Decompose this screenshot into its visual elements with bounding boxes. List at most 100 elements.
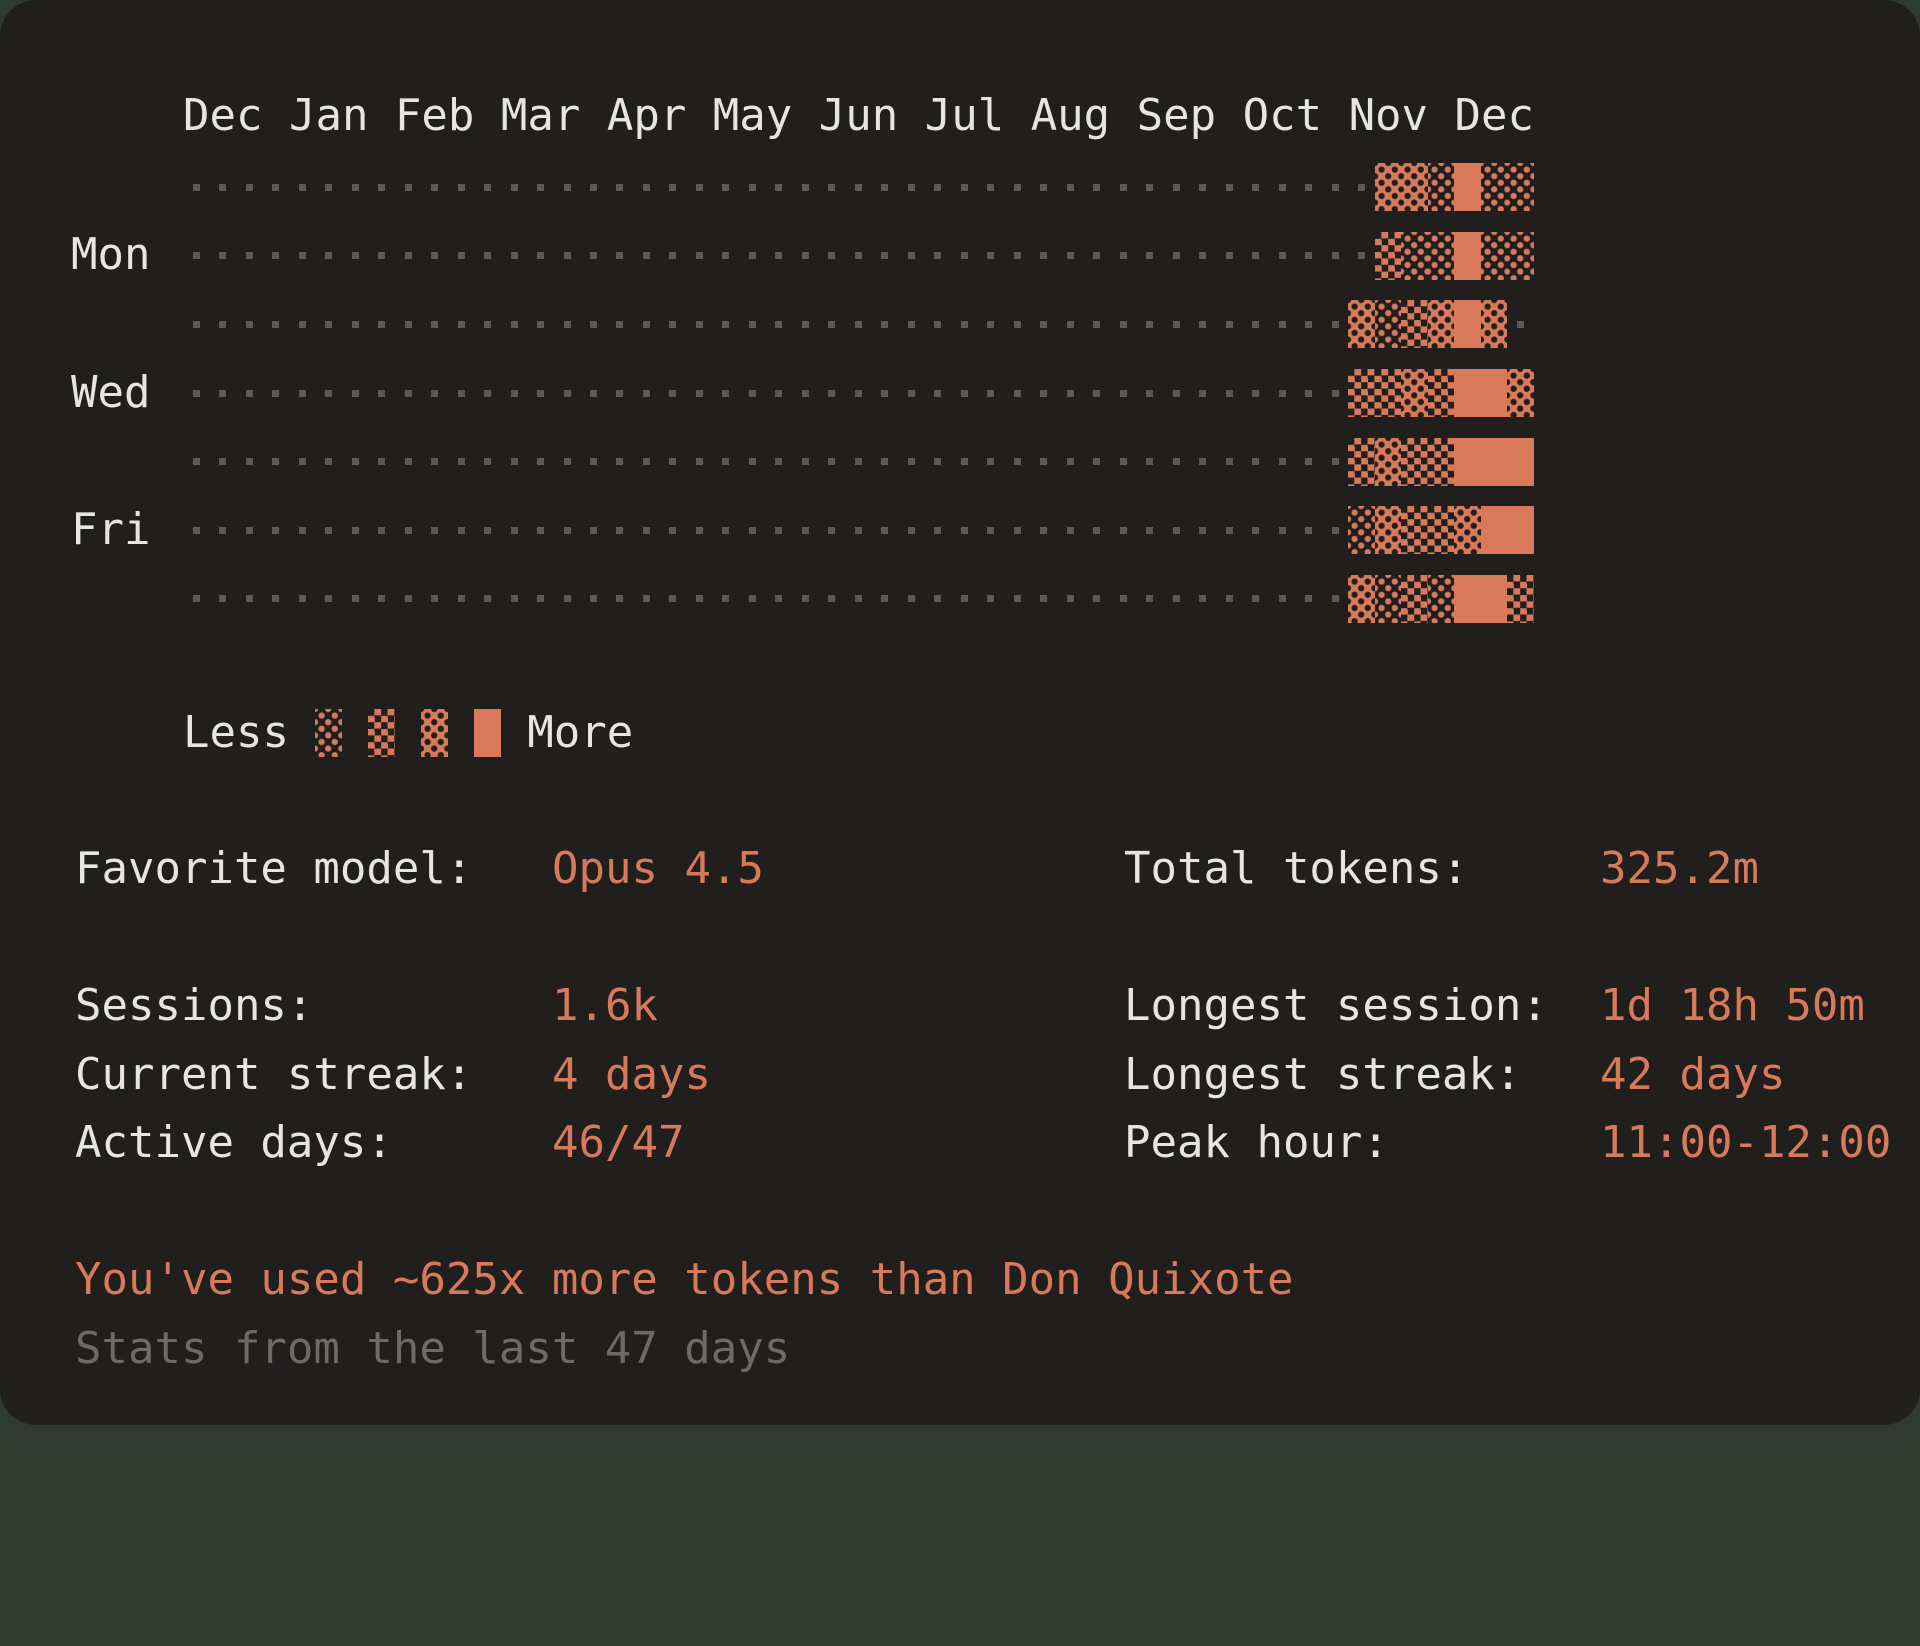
empty-day-dot bbox=[1119, 389, 1127, 397]
heatmap-cell-empty bbox=[1295, 565, 1321, 634]
legend-swatch-level-2 bbox=[368, 709, 395, 758]
heatmap-cell-empty bbox=[554, 427, 580, 496]
empty-day-dot bbox=[378, 458, 386, 466]
empty-day-dot bbox=[1146, 183, 1154, 191]
empty-day-dot bbox=[1172, 183, 1180, 191]
empty-day-dot bbox=[351, 458, 359, 466]
empty-day-dot bbox=[484, 458, 492, 466]
empty-day-dot bbox=[881, 458, 889, 466]
activity-block bbox=[1427, 231, 1455, 280]
empty-day-dot bbox=[1278, 183, 1286, 191]
empty-day-dot bbox=[1040, 320, 1048, 328]
empty-day-dot bbox=[616, 183, 624, 191]
empty-day-dot bbox=[722, 252, 730, 260]
heatmap-cell-empty bbox=[262, 153, 288, 222]
empty-day-dot bbox=[457, 595, 465, 603]
heatmap-cell-empty bbox=[474, 565, 500, 634]
empty-day-dot bbox=[1013, 526, 1021, 534]
day-label-wed: Wed bbox=[71, 367, 151, 418]
heatmap-cell-empty bbox=[845, 496, 871, 565]
empty-day-dot bbox=[192, 526, 200, 534]
empty-day-dot bbox=[1040, 389, 1048, 397]
heatmap-cell-empty bbox=[289, 427, 315, 496]
empty-day-dot bbox=[325, 526, 333, 534]
empty-day-dot bbox=[1066, 389, 1074, 397]
heatmap-cell-empty bbox=[845, 153, 871, 222]
heatmap-cell-empty bbox=[315, 153, 341, 222]
empty-day-dot bbox=[669, 183, 677, 191]
empty-day-dot bbox=[431, 389, 439, 397]
heatmap-cell-level-4 bbox=[1480, 427, 1508, 496]
empty-day-dot bbox=[669, 458, 677, 466]
heatmap-cell-level-2 bbox=[1348, 359, 1375, 428]
heatmap-cell-level-4 bbox=[1480, 496, 1508, 565]
heatmap-cell-empty bbox=[262, 427, 288, 496]
heatmap-cell-empty bbox=[236, 153, 262, 222]
activity-block bbox=[1374, 437, 1402, 486]
heatmap-cell-empty bbox=[1136, 153, 1162, 222]
heatmap-cell-empty bbox=[1136, 427, 1162, 496]
empty-day-dot bbox=[1278, 458, 1286, 466]
activity-block bbox=[1401, 506, 1428, 555]
heatmap-cell-level-4 bbox=[1480, 565, 1508, 634]
empty-day-dot bbox=[801, 458, 809, 466]
activity-block bbox=[1454, 437, 1481, 486]
heatmap-cell-empty bbox=[1163, 290, 1189, 359]
heatmap-cell-empty bbox=[395, 427, 421, 496]
heatmap-cell-level-3 bbox=[1348, 290, 1375, 359]
heatmap-cell-empty bbox=[1189, 153, 1215, 222]
heatmap-cell-empty bbox=[1110, 359, 1136, 428]
heatmap-cell-empty bbox=[1136, 565, 1162, 634]
empty-day-dot bbox=[987, 458, 995, 466]
activity-block bbox=[1507, 574, 1534, 623]
empty-day-dot bbox=[1278, 526, 1286, 534]
heatmap-cell-empty bbox=[1216, 565, 1242, 634]
empty-day-dot bbox=[1199, 595, 1207, 603]
heatmap-cell-empty bbox=[501, 359, 527, 428]
heatmap-cell-empty bbox=[1189, 359, 1215, 428]
empty-day-dot bbox=[351, 389, 359, 397]
empty-day-dot bbox=[1093, 526, 1101, 534]
empty-day-dot bbox=[828, 526, 836, 534]
heatmap-cell-level-2 bbox=[1401, 290, 1428, 359]
heatmap-cell-empty bbox=[1269, 222, 1295, 291]
empty-day-dot bbox=[934, 595, 942, 603]
heatmap-row bbox=[183, 427, 1534, 496]
activity-block bbox=[1454, 300, 1481, 349]
heatmap-cell-level-2 bbox=[1507, 565, 1534, 634]
heatmap-cell-empty bbox=[898, 496, 924, 565]
empty-day-dot bbox=[272, 595, 280, 603]
empty-day-dot bbox=[1119, 183, 1127, 191]
heatmap-cell-empty bbox=[580, 427, 606, 496]
heatmap-cell-empty bbox=[951, 565, 977, 634]
empty-day-dot bbox=[669, 389, 677, 397]
heatmap-cell-empty bbox=[660, 290, 686, 359]
empty-day-dot bbox=[616, 389, 624, 397]
heatmap-cell-empty bbox=[448, 359, 474, 428]
empty-day-dot bbox=[1146, 320, 1154, 328]
activity-block bbox=[1480, 300, 1508, 349]
empty-day-dot bbox=[1119, 458, 1127, 466]
stat-current-streak: Current streak: 4 days bbox=[75, 1041, 1175, 1110]
empty-day-dot bbox=[1040, 595, 1048, 603]
stat-value: 11:00-12:00 bbox=[1600, 1117, 1892, 1168]
heatmap-cell-empty bbox=[713, 290, 739, 359]
empty-day-dot bbox=[219, 183, 227, 191]
activity-block bbox=[1401, 300, 1428, 349]
heatmap-cell-empty bbox=[315, 359, 341, 428]
heatmap-cell-empty bbox=[792, 496, 818, 565]
heatmap-cell-level-1 bbox=[1480, 222, 1508, 291]
heatmap-cell-level-3 bbox=[1374, 496, 1402, 565]
empty-day-dot bbox=[1172, 320, 1180, 328]
empty-day-dot bbox=[325, 595, 333, 603]
empty-day-dot bbox=[907, 595, 915, 603]
empty-day-dot bbox=[1066, 458, 1074, 466]
empty-day-dot bbox=[828, 458, 836, 466]
activity-block bbox=[1374, 231, 1402, 280]
empty-day-dot bbox=[934, 183, 942, 191]
heatmap-cell-level-1 bbox=[1401, 222, 1428, 291]
empty-day-dot bbox=[431, 526, 439, 534]
heatmap-cell-level-1 bbox=[1480, 153, 1508, 222]
empty-day-dot bbox=[881, 526, 889, 534]
empty-day-dot bbox=[1119, 526, 1127, 534]
